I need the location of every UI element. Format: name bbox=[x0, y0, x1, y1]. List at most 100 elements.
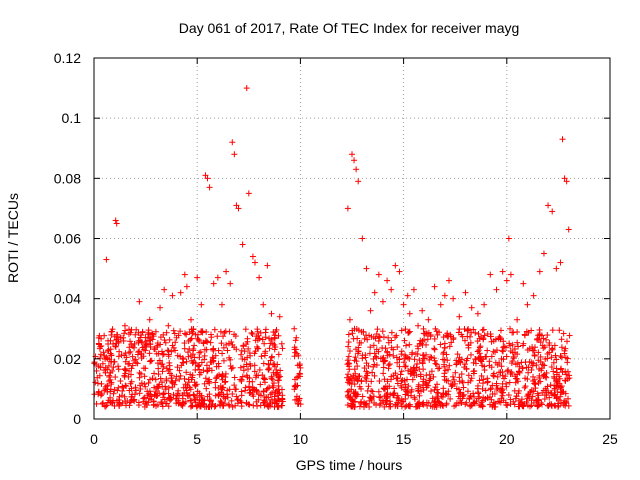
data-point bbox=[549, 208, 556, 215]
data-point bbox=[380, 358, 387, 365]
data-point bbox=[351, 381, 358, 388]
data-point bbox=[212, 379, 219, 386]
data-point bbox=[557, 259, 564, 266]
x-tick-label: 0 bbox=[90, 431, 98, 447]
data-point bbox=[256, 366, 263, 373]
data-point bbox=[237, 364, 244, 371]
data-point bbox=[353, 358, 360, 365]
data-point bbox=[368, 333, 375, 340]
data-point bbox=[240, 363, 247, 370]
data-point bbox=[160, 391, 167, 398]
data-point bbox=[435, 390, 442, 397]
data-point bbox=[359, 393, 366, 400]
data-point bbox=[136, 390, 143, 397]
data-point bbox=[516, 368, 523, 375]
data-point bbox=[151, 384, 158, 391]
data-point bbox=[220, 402, 227, 409]
data-point bbox=[153, 350, 160, 357]
data-point bbox=[204, 368, 211, 375]
data-point bbox=[405, 383, 412, 390]
data-point bbox=[530, 360, 537, 367]
data-point bbox=[222, 374, 229, 381]
data-point bbox=[474, 310, 481, 317]
data-point bbox=[168, 348, 175, 355]
data-point bbox=[373, 362, 380, 369]
data-point bbox=[249, 384, 256, 391]
data-point bbox=[409, 349, 416, 356]
data-point bbox=[460, 384, 467, 391]
data-point bbox=[431, 386, 438, 393]
data-points bbox=[91, 85, 573, 410]
data-point bbox=[113, 397, 120, 404]
data-point bbox=[493, 286, 500, 293]
data-point bbox=[505, 367, 512, 374]
data-point bbox=[476, 344, 483, 351]
data-point bbox=[297, 364, 304, 371]
data-point bbox=[490, 402, 497, 409]
data-point bbox=[412, 367, 419, 374]
data-point bbox=[382, 345, 389, 352]
data-point bbox=[140, 365, 147, 372]
data-point bbox=[141, 373, 148, 380]
data-point bbox=[215, 347, 222, 354]
data-point bbox=[180, 356, 187, 363]
data-point bbox=[398, 327, 405, 334]
data-point bbox=[291, 344, 298, 351]
data-point bbox=[194, 331, 201, 338]
data-point bbox=[507, 271, 514, 278]
data-point bbox=[220, 344, 227, 351]
data-point bbox=[461, 337, 468, 344]
data-point bbox=[181, 271, 188, 278]
data-point bbox=[436, 365, 443, 372]
data-point bbox=[532, 344, 539, 351]
data-point bbox=[183, 283, 190, 290]
data-point bbox=[254, 326, 261, 333]
data-point bbox=[388, 286, 395, 293]
data-point bbox=[292, 337, 299, 344]
data-point bbox=[419, 359, 426, 366]
data-point bbox=[468, 375, 475, 382]
data-point bbox=[546, 339, 553, 346]
data-point bbox=[345, 387, 352, 394]
data-point bbox=[402, 363, 409, 370]
data-point bbox=[524, 301, 531, 308]
data-point bbox=[419, 352, 426, 359]
data-point bbox=[503, 353, 510, 360]
data-point bbox=[396, 356, 403, 363]
data-point bbox=[105, 397, 112, 404]
data-point bbox=[95, 334, 102, 341]
data-point bbox=[218, 399, 225, 406]
data-point bbox=[126, 344, 133, 351]
data-point bbox=[490, 373, 497, 380]
data-point bbox=[265, 366, 272, 373]
data-point bbox=[478, 399, 485, 406]
data-point bbox=[551, 392, 558, 399]
data-point bbox=[512, 379, 519, 386]
data-point bbox=[456, 326, 463, 333]
data-point bbox=[400, 301, 407, 308]
data-point bbox=[165, 403, 172, 410]
data-point bbox=[362, 354, 369, 361]
data-point bbox=[420, 401, 427, 408]
data-point bbox=[126, 349, 133, 356]
data-point bbox=[270, 384, 277, 391]
data-point bbox=[344, 205, 351, 212]
data-point bbox=[459, 378, 466, 385]
data-point bbox=[384, 385, 391, 392]
data-point bbox=[178, 362, 185, 369]
data-point bbox=[452, 369, 459, 376]
data-point bbox=[475, 390, 482, 397]
data-point bbox=[134, 351, 141, 358]
data-point bbox=[438, 393, 445, 400]
data-point bbox=[144, 388, 151, 395]
data-point bbox=[541, 362, 548, 369]
data-point bbox=[492, 359, 499, 366]
data-point bbox=[561, 175, 568, 182]
data-point bbox=[355, 373, 362, 380]
data-point bbox=[152, 388, 159, 395]
data-point bbox=[127, 329, 134, 336]
data-point bbox=[397, 382, 404, 389]
data-point bbox=[359, 235, 366, 242]
data-point bbox=[552, 352, 559, 359]
data-point bbox=[398, 378, 405, 385]
